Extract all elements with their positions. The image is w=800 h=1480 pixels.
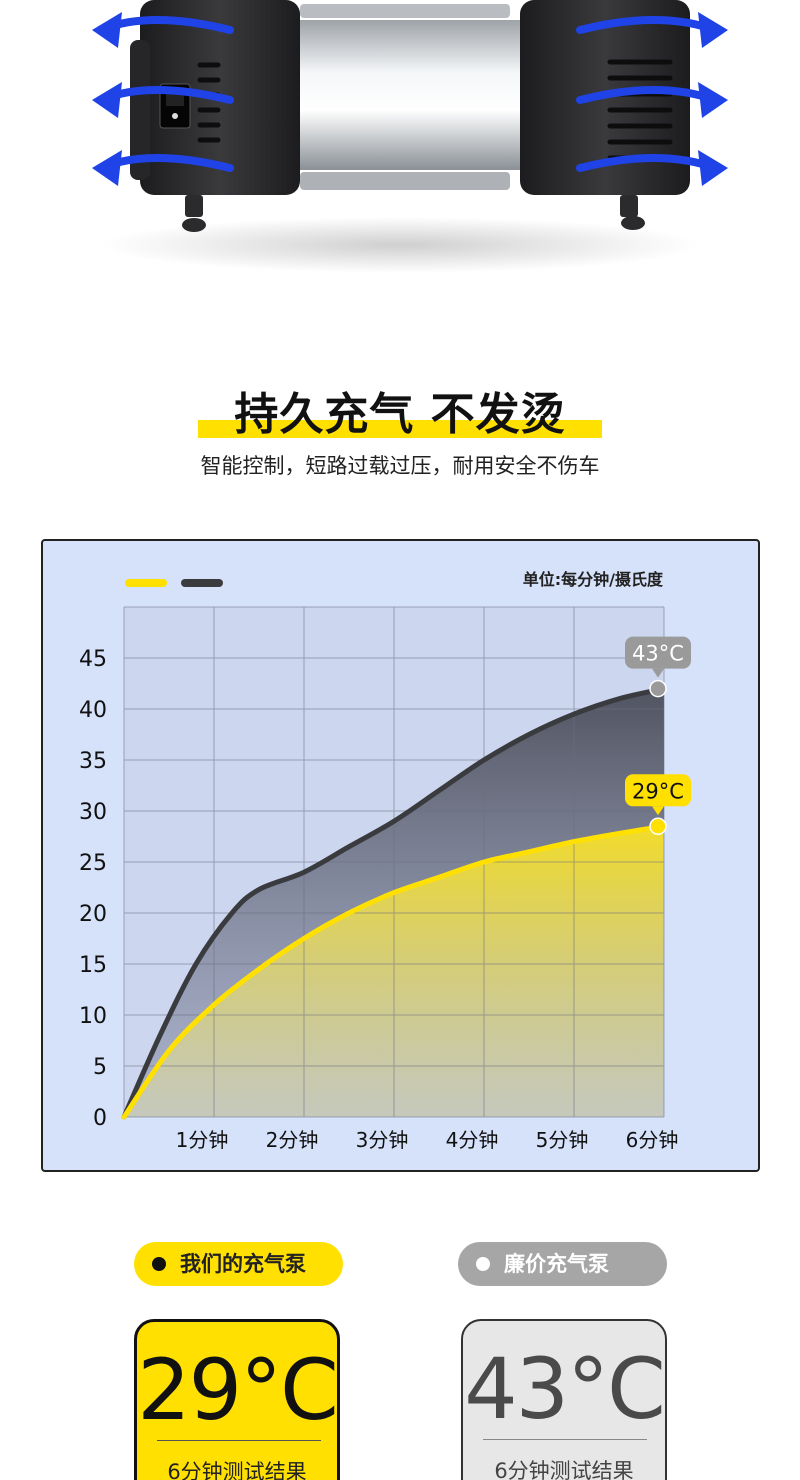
result-caption-cheap: 6分钟测试结果: [494, 1459, 634, 1480]
y-tick-label: 15: [79, 953, 107, 978]
headline: 持久充气 不发烫: [234, 389, 566, 440]
x-tick-label: 6分钟: [626, 1128, 679, 1152]
y-tick-label: 5: [93, 1055, 107, 1080]
y-tick-label: 40: [79, 698, 107, 723]
y-tick-label: 35: [79, 749, 107, 774]
series-dark-end-callout: [625, 636, 691, 669]
x-tick-label: 3分钟: [356, 1128, 409, 1152]
y-tick-label: 45: [79, 647, 107, 672]
unit-note: 单位:每分钟/摄氏度: [523, 570, 664, 589]
y-tick-label: 20: [79, 902, 107, 927]
series-yellow-line: [121, 823, 667, 1120]
x-tick-label: 1分钟: [176, 1128, 229, 1152]
result-card-ours: 29°C 6分钟测试结果: [134, 1319, 340, 1480]
x-tick-label: 2分钟: [266, 1128, 319, 1152]
series-dark-end-callout-pointer: [652, 668, 664, 678]
card-divider: [157, 1440, 321, 1441]
series-yellow-end-marker: [649, 817, 667, 836]
result-card-cheap: 43°C 6分钟测试结果: [461, 1319, 667, 1480]
subheadline: 智能控制，短路过载过压，耐用安全不伤车: [200, 454, 600, 478]
legend-dot-icon: [152, 1257, 166, 1271]
result-caption-ours: 6分钟测试结果: [167, 1460, 307, 1480]
series-dark-end-callout-label: 43°C: [632, 642, 684, 666]
result-value-cheap: 43°C: [464, 1340, 665, 1438]
card-divider: [483, 1439, 647, 1440]
series-yellow-end-callout: [625, 774, 691, 807]
series-dark-line: [121, 686, 667, 1120]
series-dark-end-marker: [649, 679, 667, 698]
legend-ours-label: 我们的充气泵: [180, 1252, 306, 1276]
result-value-ours: 29°C: [137, 1341, 337, 1439]
legend-swatch-dark: [181, 579, 223, 587]
y-tick-label: 10: [79, 1004, 107, 1029]
temperature-chart: 0 5 10 15 20 25 30 35 40 45 1分钟 2分钟 3分钟 4分钟 5分钟 6分钟 单位:每…: [79, 570, 691, 1152]
y-tick-label: 30: [79, 800, 107, 825]
legend-cheap-label: 廉价充气泵: [504, 1252, 609, 1276]
headline-highlight-bar: [198, 420, 602, 438]
headline-container: 持久充气 不发烫: [0, 378, 800, 442]
legend-cheap-pill: 廉价充气泵: [458, 1242, 667, 1286]
y-tick-label: 25: [79, 851, 107, 876]
legend-dot-icon: [476, 1257, 490, 1271]
x-tick-label: 5分钟: [536, 1128, 589, 1152]
product-image: [92, 0, 728, 273]
legend-swatch-yellow: [125, 579, 167, 587]
grid: [123, 606, 665, 1118]
series-yellow-end-callout-label: 29°C: [632, 779, 684, 803]
temperature-chart-panel: 0 5 10 15 20 25 30 35 40 45 1分钟 2分钟 3分钟 4分钟 5分钟 6分钟 单位:每…: [41, 539, 760, 1172]
legend-ours-pill: 我们的充气泵: [134, 1242, 343, 1286]
x-tick-label: 4分钟: [446, 1128, 499, 1152]
y-tick-label: 0: [93, 1106, 107, 1131]
series-yellow-end-callout-pointer: [652, 806, 664, 816]
